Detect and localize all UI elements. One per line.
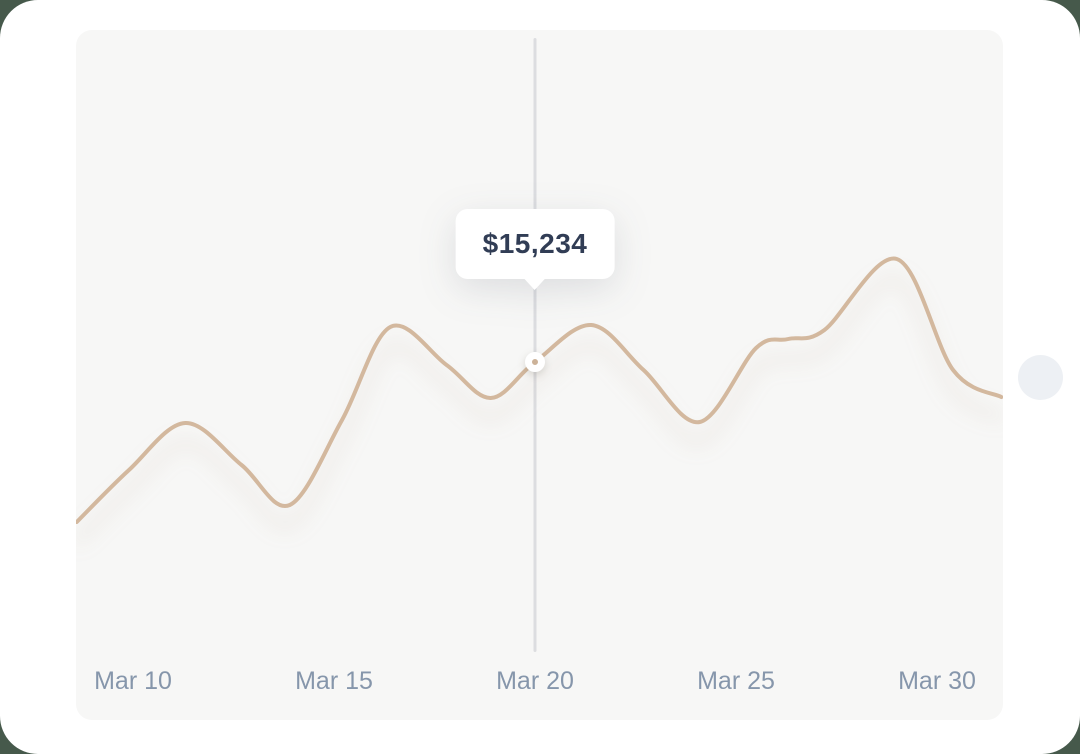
tooltip: $15,234 — [455, 209, 615, 290]
x-axis-label: Mar 25 — [697, 667, 775, 695]
x-axis-label: Mar 20 — [496, 667, 574, 695]
x-axis-label: Mar 10 — [94, 667, 172, 695]
x-axis: Mar 10 Mar 15 Mar 20 Mar 25 Mar 30 — [76, 654, 1003, 720]
data-point-marker[interactable] — [525, 352, 545, 372]
spend-line-series — [76, 256, 1003, 524]
tooltip-pointer-icon — [524, 278, 546, 290]
chart-panel: $15,234 Mar 10 Mar 15 Mar 20 Mar 25 Mar 30 — [76, 30, 1003, 720]
balance-line-chart[interactable] — [76, 30, 1003, 720]
x-axis-label: Mar 30 — [898, 667, 976, 695]
crosshair-line — [533, 38, 537, 652]
tooltip-value: $15,234 — [455, 209, 615, 279]
side-circle — [1018, 355, 1063, 400]
x-axis-label: Mar 15 — [295, 667, 373, 695]
